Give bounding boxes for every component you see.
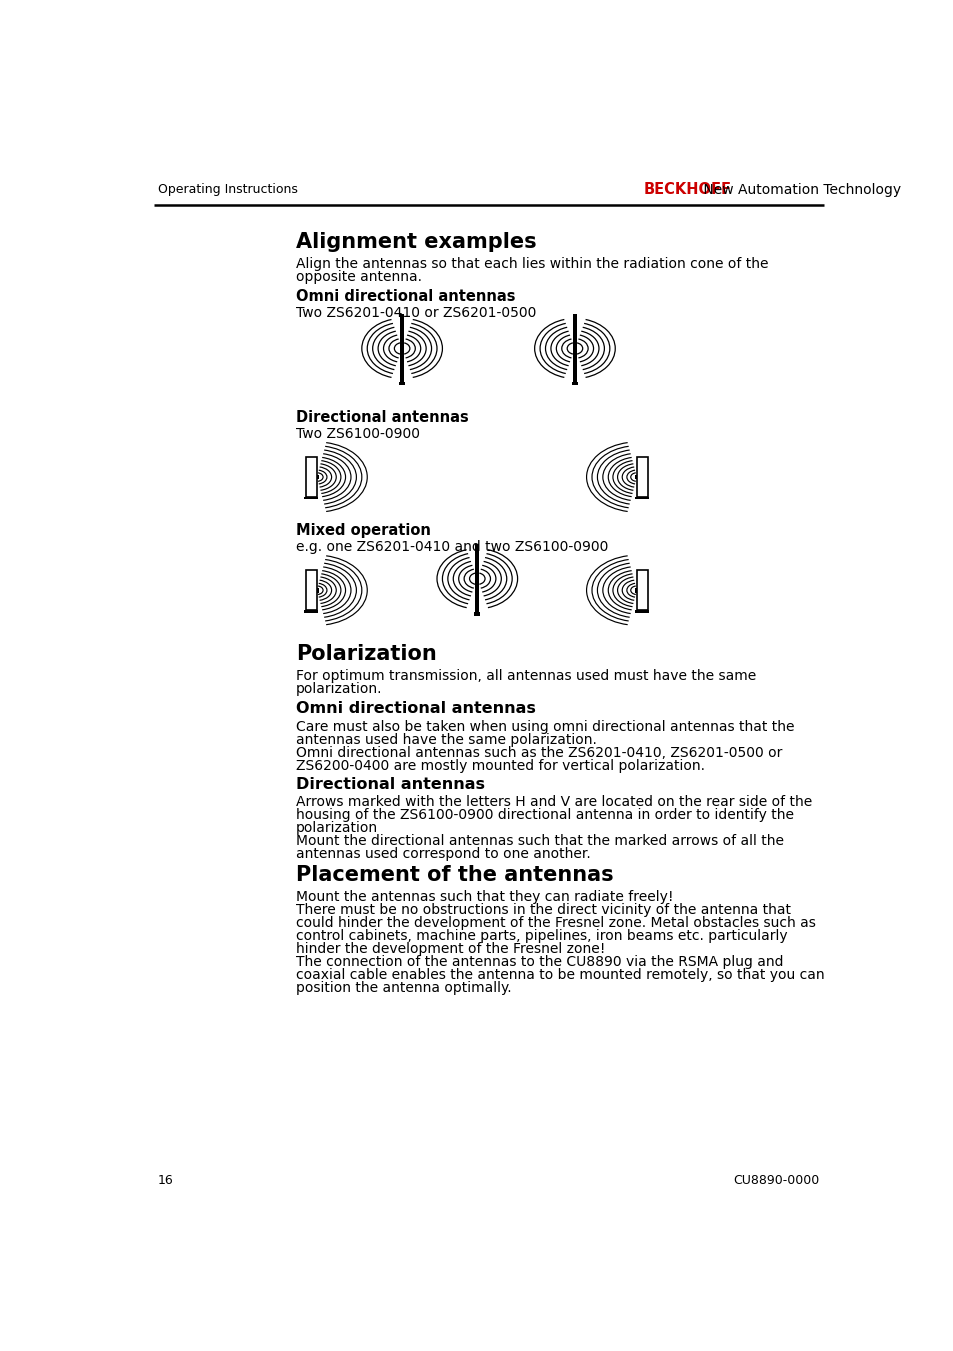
Bar (571, 381, 578, 385)
Bar (635, 611, 649, 612)
Bar (304, 611, 318, 612)
Text: Directional antennas: Directional antennas (295, 411, 468, 426)
Text: position the antenna optimally.: position the antenna optimally. (295, 981, 511, 996)
Text: Two ZS6201-0410 or ZS6201-0500: Two ZS6201-0410 or ZS6201-0500 (295, 307, 536, 320)
Text: Mount the directional antennas such that the marked arrows of all the: Mount the directional antennas such that… (295, 835, 783, 848)
FancyBboxPatch shape (637, 570, 647, 611)
Text: New Automation Technology: New Automation Technology (699, 182, 901, 197)
Text: Polarization: Polarization (295, 644, 436, 665)
Text: ZS6200-0400 are mostly mounted for vertical polarization.: ZS6200-0400 are mostly mounted for verti… (295, 759, 704, 773)
Text: e.g. one ZS6201-0410 and two ZS6100-0900: e.g. one ZS6201-0410 and two ZS6100-0900 (295, 540, 608, 554)
Bar (474, 612, 480, 616)
Bar (399, 313, 404, 381)
Text: 16: 16 (158, 1174, 173, 1188)
Text: Care must also be taken when using omni directional antennas that the: Care must also be taken when using omni … (295, 720, 794, 734)
Text: Align the antennas so that each lies within the radiation cone of the: Align the antennas so that each lies wit… (295, 257, 768, 270)
Text: CU8890-0000: CU8890-0000 (733, 1174, 819, 1188)
FancyBboxPatch shape (306, 570, 316, 611)
Text: BECKHOFF: BECKHOFF (642, 182, 730, 197)
Text: Mixed operation: Mixed operation (295, 523, 431, 538)
Bar (316, 474, 319, 480)
Text: control cabinets, machine parts, pipelines, iron beams etc. particularly: control cabinets, machine parts, pipelin… (295, 929, 787, 943)
Text: Alignment examples: Alignment examples (295, 232, 536, 253)
Text: coaxial cable enables the antenna to be mounted remotely, so that you can: coaxial cable enables the antenna to be … (295, 969, 823, 982)
Text: polarization: polarization (295, 821, 377, 835)
Text: antennas used have the same polarization.: antennas used have the same polarization… (295, 732, 597, 747)
Text: opposite antenna.: opposite antenna. (295, 270, 421, 284)
FancyBboxPatch shape (306, 457, 316, 497)
Text: Omni directional antennas such as the ZS6201-0410, ZS6201-0500 or: Omni directional antennas such as the ZS… (295, 746, 781, 759)
Bar (304, 497, 318, 500)
Text: The connection of the antennas to the CU8890 via the RSMA plug and: The connection of the antennas to the CU… (295, 955, 782, 969)
Text: Placement of the antennas: Placement of the antennas (295, 865, 613, 885)
Text: Omni directional antennas: Omni directional antennas (295, 701, 536, 716)
Text: Two ZS6100-0900: Two ZS6100-0900 (295, 427, 419, 440)
Text: Arrows marked with the letters H and V are located on the rear side of the: Arrows marked with the letters H and V a… (295, 794, 811, 809)
Bar (635, 497, 649, 500)
Text: housing of the ZS6100-0900 directional antenna in order to identify the: housing of the ZS6100-0900 directional a… (295, 808, 793, 823)
FancyBboxPatch shape (637, 457, 647, 497)
Text: hinder the development of the Fresnel zone!: hinder the development of the Fresnel zo… (295, 942, 605, 957)
Bar (475, 544, 478, 612)
Text: Operating Instructions: Operating Instructions (158, 184, 297, 196)
Bar (398, 381, 405, 385)
Bar (634, 474, 637, 480)
Text: could hinder the development of the Fresnel zone. Metal obstacles such as: could hinder the development of the Fres… (295, 916, 815, 929)
Text: Mount the antennas such that they can radiate freely!: Mount the antennas such that they can ra… (295, 890, 673, 904)
Text: There must be no obstructions in the direct vicinity of the antenna that: There must be no obstructions in the dir… (295, 902, 790, 917)
Text: For optimum transmission, all antennas used must have the same: For optimum transmission, all antennas u… (295, 669, 756, 682)
Text: Directional antennas: Directional antennas (295, 777, 484, 792)
Bar (634, 588, 637, 593)
Text: antennas used correspond to one another.: antennas used correspond to one another. (295, 847, 590, 862)
Text: polarization.: polarization. (295, 682, 382, 696)
Bar (573, 313, 577, 381)
Text: Omni directional antennas: Omni directional antennas (295, 289, 515, 304)
Bar (316, 588, 319, 593)
